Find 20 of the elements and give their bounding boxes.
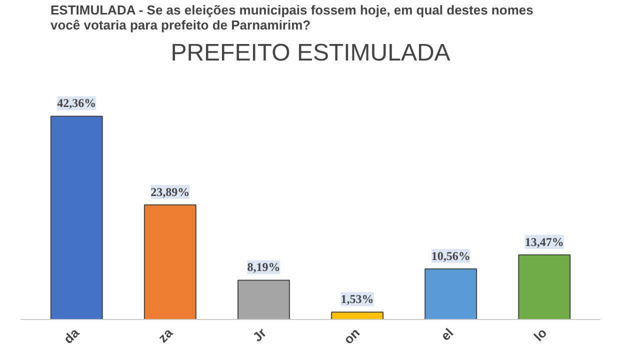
data-label: 23,89% <box>150 184 190 199</box>
data-label: 1,53% <box>340 292 374 306</box>
x-tick-label: on <box>340 325 363 348</box>
x-tick-label: Jr <box>250 325 270 344</box>
chart-subtitle: ESTIMULADA - Se as eleições municipais fossem hoje, em qual destes nomes você votaria para prefeito de Parnamirim? <box>50 2 534 32</box>
x-tick-label: lo <box>530 325 550 344</box>
bar <box>424 268 478 320</box>
x-tick-label: da <box>60 324 82 347</box>
bar <box>144 204 196 320</box>
data-label: 13,47% <box>524 234 564 249</box>
bar <box>331 312 384 320</box>
bar <box>518 254 571 320</box>
x-tick-label: za <box>155 324 176 346</box>
bar <box>238 280 290 320</box>
bar <box>50 116 103 320</box>
x-tick-label: el <box>438 325 456 344</box>
data-label: 8,19% <box>247 260 280 274</box>
data-label: 42,36% <box>57 96 96 110</box>
data-label: 10,56% <box>431 248 470 263</box>
chart-title: PREFEITO ESTIMULADA <box>170 40 450 66</box>
